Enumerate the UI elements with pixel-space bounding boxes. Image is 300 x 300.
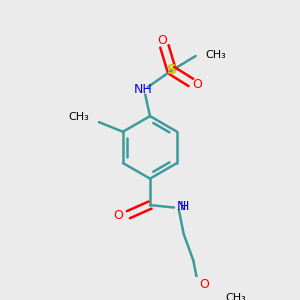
Text: O: O	[192, 78, 202, 92]
Text: NH: NH	[134, 83, 152, 96]
Text: O: O	[199, 278, 209, 291]
Text: CH₃: CH₃	[205, 50, 226, 60]
Text: O: O	[157, 34, 167, 47]
Text: CH₃: CH₃	[68, 112, 89, 122]
Text: S: S	[167, 63, 177, 77]
Text: N: N	[176, 200, 186, 213]
Text: CH₃: CH₃	[226, 293, 247, 300]
Text: H: H	[180, 200, 189, 213]
Text: O: O	[114, 209, 124, 222]
